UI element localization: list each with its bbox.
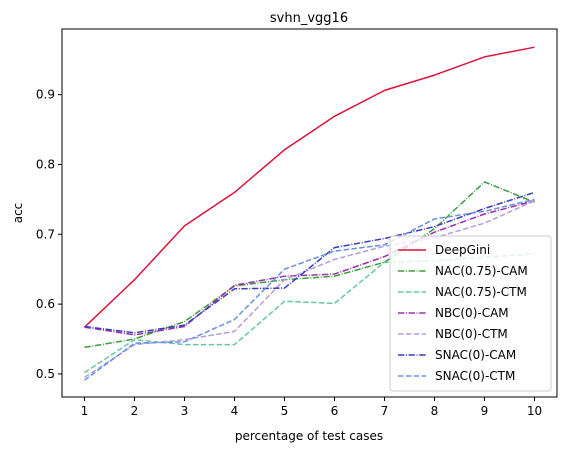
x-tick-label: 10 xyxy=(527,404,542,418)
x-tick-label: 1 xyxy=(81,404,89,418)
legend-box xyxy=(389,235,552,392)
plot-frame xyxy=(61,28,558,398)
series-line-5 xyxy=(84,200,535,379)
legend-label: NBC(0)-CAM xyxy=(435,306,509,320)
legend-label: SNAC(0)-CAM xyxy=(435,348,516,362)
x-axis-label: percentage of test cases xyxy=(235,429,383,443)
plot-lines xyxy=(83,46,535,381)
series-line-1 xyxy=(83,46,535,328)
y-tick-label: 0.6 xyxy=(36,297,55,311)
legend-label: SNAC(0)-CTM xyxy=(435,369,515,383)
x-tick-label: 6 xyxy=(331,404,339,418)
legend-label: NAC(0.75)-CTM xyxy=(435,285,527,299)
y-tick-label: 0.9 xyxy=(36,88,55,102)
x-tick-label: 7 xyxy=(381,404,389,418)
x-tick-label: 5 xyxy=(281,404,289,418)
chart-title: svhn_vgg16 xyxy=(270,11,348,26)
y-tick-label: 0.5 xyxy=(36,367,55,381)
legend-label: NAC(0.75)-CAM xyxy=(435,264,528,278)
legend-label: DeepGini xyxy=(435,243,490,257)
y-axis-label: acc xyxy=(11,203,25,224)
series-line-7 xyxy=(84,198,535,381)
x-tick-label: 2 xyxy=(131,404,139,418)
x-axis: 1 2 3 4 5 6 7 8 9 10 xyxy=(81,397,542,418)
x-tick-label: 9 xyxy=(481,404,489,418)
y-tick-label: 0.7 xyxy=(36,227,55,241)
series-line-6 xyxy=(84,191,535,334)
series-line-4 xyxy=(84,200,535,336)
x-tick-label: 4 xyxy=(231,404,239,418)
y-axis: 0.5 0.6 0.7 0.8 0.9 xyxy=(36,88,62,381)
legend-label: NBC(0)-CTM xyxy=(435,327,508,341)
legend: DeepGini NAC(0.75)-CAM NAC(0.75)-CTM NBC(0)… xyxy=(389,235,552,392)
x-tick-label: 8 xyxy=(431,404,439,418)
x-tick-label: 3 xyxy=(181,404,189,418)
y-tick-label: 0.8 xyxy=(36,157,55,171)
